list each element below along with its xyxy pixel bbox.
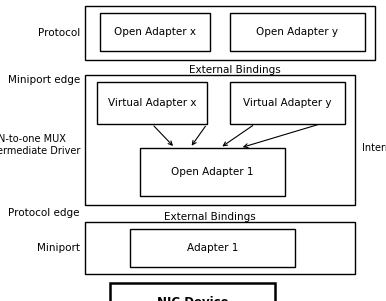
Text: Adapter 1: Adapter 1 — [187, 243, 238, 253]
Text: External Bindings: External Bindings — [189, 65, 281, 75]
Text: NIC Device: NIC Device — [157, 296, 228, 301]
Bar — [85, 222, 355, 274]
Bar — [110, 283, 275, 301]
Text: Virtual Adapter x: Virtual Adapter x — [108, 98, 196, 108]
Bar — [230, 82, 345, 124]
Text: External Bindings: External Bindings — [164, 212, 256, 222]
Text: Internal Bindings: Internal Bindings — [362, 143, 386, 153]
Text: Virtual Adapter y: Virtual Adapter y — [243, 98, 332, 108]
Text: Miniport edge: Miniport edge — [8, 75, 80, 85]
Text: Open Adapter x: Open Adapter x — [114, 27, 196, 37]
Bar — [140, 148, 285, 196]
Text: Open Adapter y: Open Adapter y — [257, 27, 339, 37]
Bar — [100, 13, 210, 51]
Text: Miniport: Miniport — [37, 243, 80, 253]
Bar — [85, 75, 355, 205]
Text: N-to-one MUX
Intermediate Driver: N-to-one MUX Intermediate Driver — [0, 134, 80, 156]
Text: Protocol edge: Protocol edge — [8, 208, 80, 218]
Text: Open Adapter 1: Open Adapter 1 — [171, 167, 254, 177]
Bar — [97, 82, 207, 124]
Bar — [230, 13, 365, 51]
Bar — [130, 229, 295, 267]
Bar — [85, 6, 375, 60]
Text: Protocol: Protocol — [38, 28, 80, 38]
